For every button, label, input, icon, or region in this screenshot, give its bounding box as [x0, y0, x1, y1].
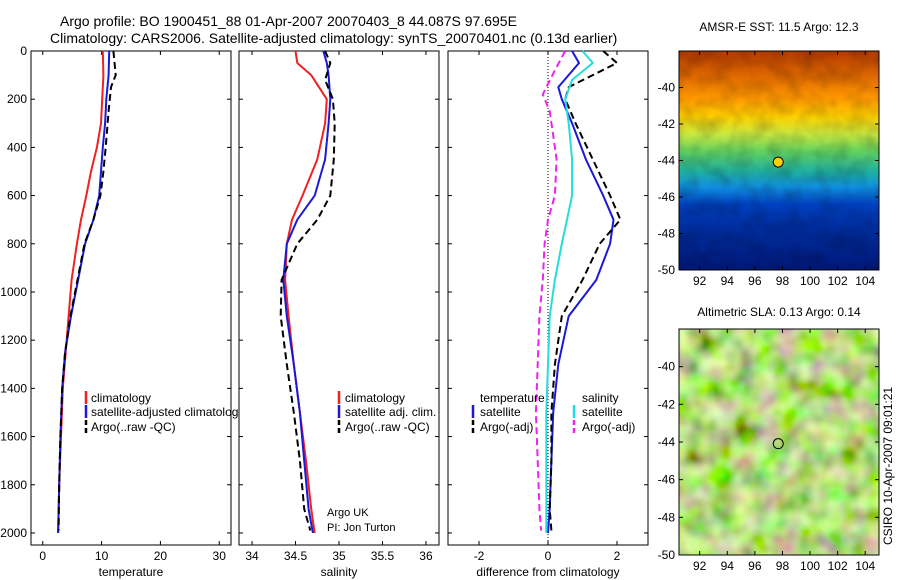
x-tick-label: 0	[545, 549, 552, 563]
x-tick-label: 34	[245, 549, 259, 563]
credit-label: CSIRO 10-Apr-2007 09:01:21	[881, 387, 895, 545]
sla-map-title: Altimetric SLA: 0.13 Argo: 0.14	[697, 305, 861, 319]
argo-uk-label: Argo UK	[327, 507, 369, 519]
y-tick-label: 200	[7, 92, 27, 106]
x-tick-label: -2	[474, 549, 485, 563]
sst-argo-marker	[772, 156, 784, 168]
y-tick-label: 1600	[0, 430, 27, 444]
series-line-satellite-adj-clim-	[282, 50, 332, 534]
map-y-tick-label: -46	[658, 473, 676, 487]
sla-map-panel: Altimetric SLA: 0.13 Argo: 0.14 92 94 96 98…	[658, 305, 880, 573]
map-x-tick-label: 94	[721, 274, 735, 288]
map-x-tick-label: 100	[800, 274, 820, 288]
difference-xlabel: difference from climatology	[476, 565, 619, 579]
map-y-tick-label: -48	[658, 510, 676, 524]
figure-title-line1: Argo profile: BO 1900451_88 01-Apr-2007 …	[60, 13, 517, 29]
y-tick-label: 0	[20, 44, 27, 58]
map-y-tick-label: -44	[658, 435, 676, 449]
map-x-tick-label: 102	[828, 559, 848, 573]
difference-legend: temperature salinity satellite Argo(-adj…	[471, 391, 635, 434]
series-line-salinity-argo-adj-	[534, 50, 567, 531]
map-y-tick-label: -44	[658, 154, 676, 168]
map-y-tick-label: -42	[658, 397, 676, 411]
x-tick-label: 35	[332, 549, 346, 563]
map-x-tick-label: 104	[855, 274, 875, 288]
salinity-legend-label: satellite adj. clim.	[345, 405, 436, 419]
x-tick-label: 10	[95, 549, 109, 563]
difference-panel: -2 0 2 difference from climatology tempera…	[447, 50, 649, 579]
sst-map-title: AMSR-E SST: 11.5 Argo: 12.3	[699, 20, 859, 34]
salinity-legend-label: climatology	[345, 391, 405, 405]
pi-label: PI: Jon Turton	[327, 522, 395, 534]
map-y-tick-label: -40	[658, 360, 676, 374]
figure-title-line2: Climatology: CARS2006. Satellite-adjuste…	[50, 30, 617, 46]
legend-header-temperature: temperature	[480, 391, 545, 405]
y-tick-label: 1400	[0, 381, 27, 395]
y-tick-label: 2000	[0, 526, 27, 540]
map-x-tick-label: 96	[748, 559, 762, 573]
salinity-axes-frame	[238, 50, 440, 546]
sst-map-panel: AMSR-E SST: 11.5 Argo: 12.3 92 94 96 98 100 1…	[658, 20, 880, 288]
series-line-argo-raw-qc-	[279, 50, 336, 531]
legend-header-salinity: salinity	[582, 391, 619, 405]
sla-argo-marker	[772, 438, 784, 450]
series-line-salinity-satellite	[545, 50, 594, 533]
map-y-tick-label: -50	[658, 263, 676, 277]
map-x-tick-label: 104	[855, 559, 875, 573]
temperature-xlabel: temperature	[99, 565, 164, 579]
salinity-xlabel: salinity	[321, 565, 358, 579]
map-x-tick-label: 100	[800, 559, 820, 573]
map-y-tick-label: -42	[658, 117, 676, 131]
salinity-legend: climatology satellite adj. clim. Argo(..…	[337, 391, 436, 434]
difference-legend-label: satellite	[582, 405, 623, 419]
map-y-tick-label: -40	[658, 81, 676, 95]
x-tick-label: 36	[419, 549, 433, 563]
map-x-tick-label: 98	[776, 274, 790, 288]
map-x-tick-label: 92	[693, 559, 707, 573]
salinity-legend-label: Argo(..raw -QC)	[345, 420, 430, 434]
y-tick-label: 800	[7, 237, 27, 251]
temperature-panel: 0 10 20 30 0 200 400 600 800 1000 1200 1400 1600 1800…	[0, 44, 244, 579]
map-y-tick-label: -50	[658, 548, 676, 562]
temperature-legend-label: satellite-adjusted climatology	[91, 405, 244, 419]
x-tick-label: 0	[39, 549, 46, 563]
map-x-tick-label: 96	[748, 274, 762, 288]
temperature-legend-label: Argo(..raw -QC)	[91, 420, 176, 434]
y-tick-label: 1800	[0, 478, 27, 492]
x-tick-label: 20	[154, 549, 168, 563]
salinity-panel: 34 34.5 35 35.5 36 salinity climatology sate…	[238, 50, 440, 579]
y-tick-label: 1200	[0, 333, 27, 347]
difference-legend-label: Argo(-adj)	[582, 420, 635, 434]
temperature-axes-frame	[30, 50, 232, 546]
x-tick-label: 34.5	[284, 549, 308, 563]
x-tick-label: 30	[213, 549, 227, 563]
y-tick-label: 600	[7, 189, 27, 203]
map-x-tick-label: 98	[776, 559, 790, 573]
x-tick-label: 2	[614, 549, 621, 563]
y-tick-label: 400	[7, 140, 27, 154]
y-tick-label: 1000	[0, 285, 27, 299]
x-tick-label: 35.5	[371, 549, 395, 563]
temperature-legend: climatology satellite-adjusted climatolo…	[84, 391, 244, 434]
sla-texture	[679, 329, 879, 555]
difference-legend-label: satellite	[480, 405, 521, 419]
series-line-argo-raw-qc-	[57, 50, 117, 531]
difference-legend-label: Argo(-adj)	[480, 420, 533, 434]
map-y-tick-label: -48	[658, 227, 676, 241]
map-y-tick-label: -46	[658, 190, 676, 204]
temperature-legend-label: climatology	[91, 391, 151, 405]
map-x-tick-label: 94	[721, 559, 735, 573]
map-x-tick-label: 102	[828, 274, 848, 288]
map-x-tick-label: 92	[693, 274, 707, 288]
